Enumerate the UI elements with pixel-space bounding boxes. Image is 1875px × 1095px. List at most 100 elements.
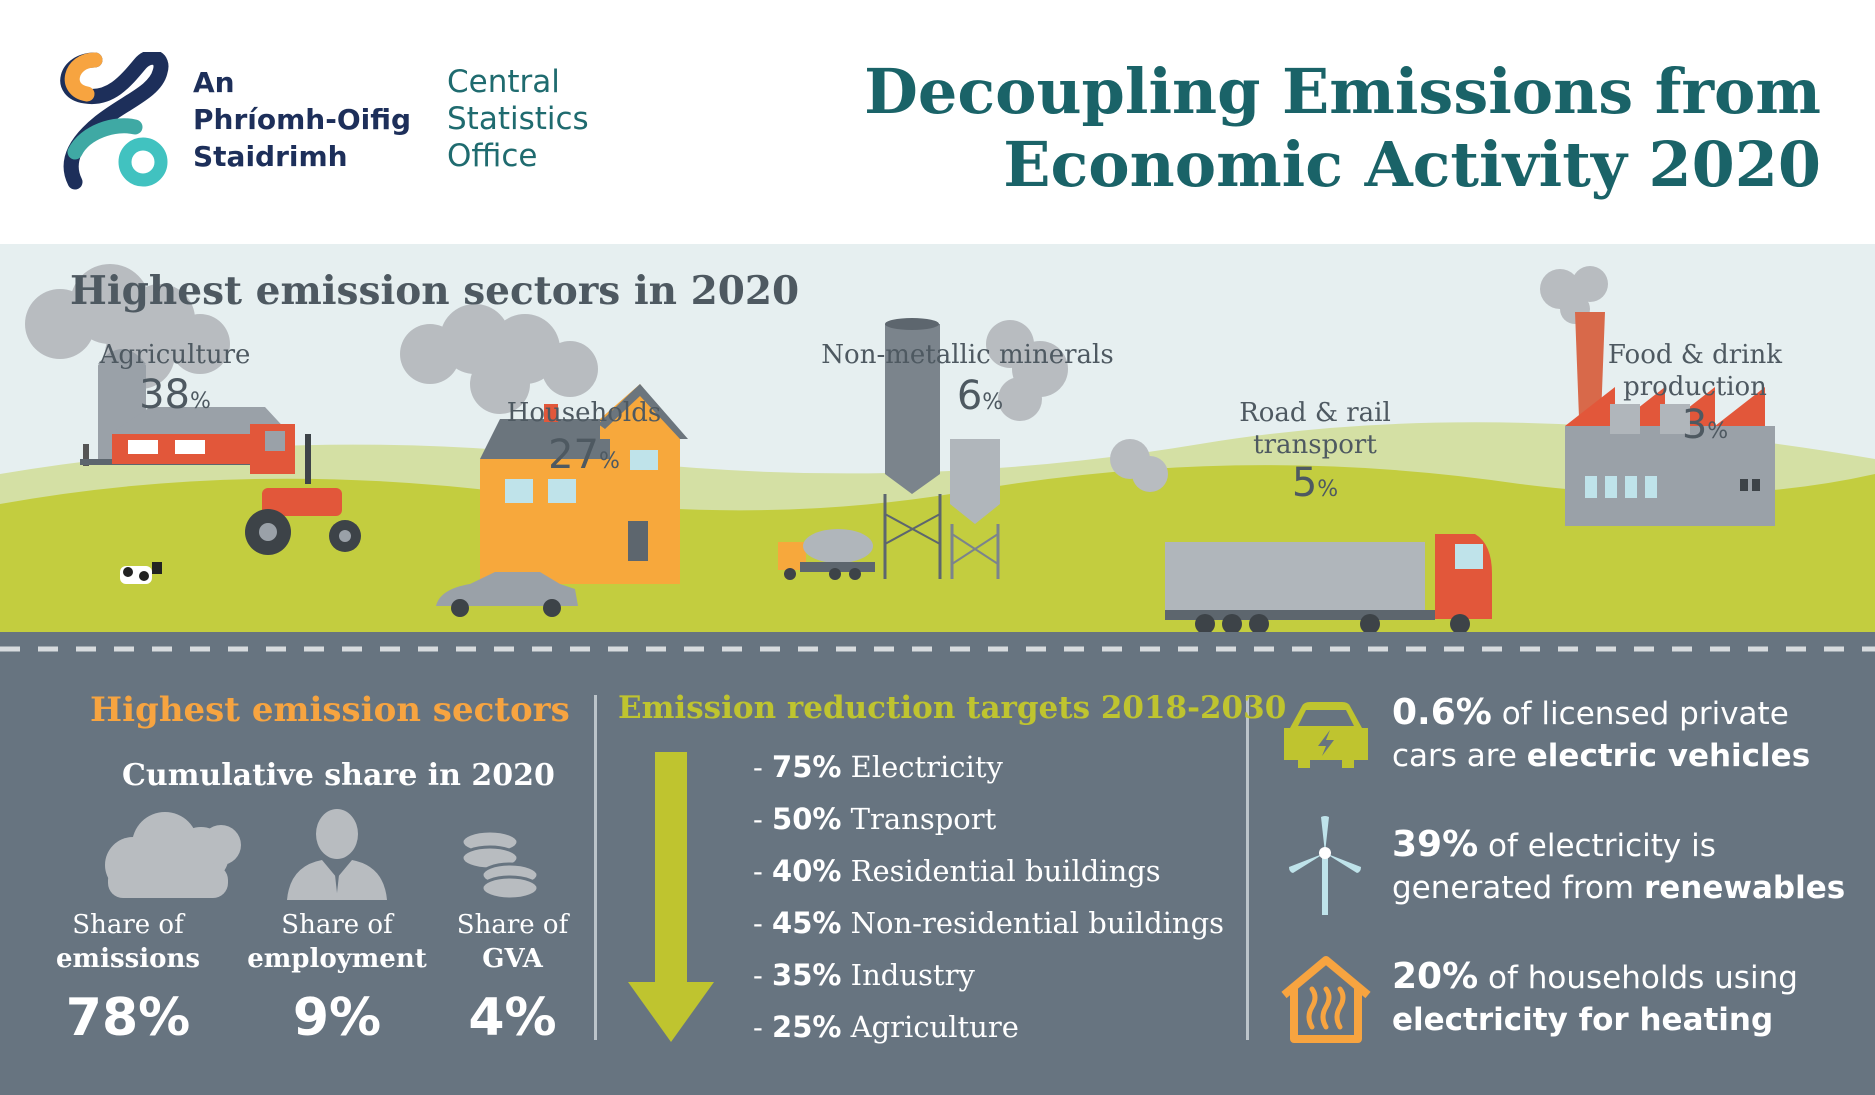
- car-illustration: [436, 572, 578, 617]
- share-value-employment: 9%: [292, 988, 382, 1048]
- target-prefix: -: [753, 802, 773, 836]
- fact-text: cars are: [1392, 738, 1527, 774]
- target-percent: 50%: [772, 802, 842, 836]
- fact-line: 39% of electricity is: [1392, 824, 1845, 867]
- fact-text: of electricity is: [1478, 828, 1716, 864]
- target-percent: 75%: [772, 750, 842, 784]
- target-label: Industry: [841, 958, 975, 992]
- page-title: Decoupling Emissions from Economic Activ…: [864, 55, 1821, 201]
- logo-irish-line: An: [193, 66, 235, 99]
- sector-value-number: 27: [548, 432, 599, 478]
- target-prefix: -: [753, 906, 773, 940]
- target-item: - 40% Residential buildings: [753, 854, 1161, 888]
- smoke-cloud-icon: [986, 320, 1068, 421]
- smoke-cloud-icon: [400, 304, 598, 414]
- cement-silo-illustration: [883, 318, 1000, 579]
- fact-line: electricity for heating: [1392, 999, 1798, 1041]
- sector-value-number: 6: [956, 373, 983, 419]
- heated-house-icon: [1281, 956, 1371, 1043]
- sector-value-unit: %: [1707, 419, 1729, 444]
- share-value-emissions: 78%: [65, 988, 191, 1048]
- share-label-line: Share of: [456, 910, 569, 940]
- logo-irish-line: Phríomh-Oifig: [193, 103, 412, 136]
- share-label-employment: Share of employment: [232, 908, 442, 976]
- target-prefix: -: [753, 854, 773, 888]
- road-dashes: [0, 646, 1875, 652]
- fact-figure: 20%: [1392, 956, 1479, 997]
- sector-value-food-drink: 3%: [1665, 402, 1745, 448]
- coins-icon: [460, 830, 540, 900]
- sector-value-unit: %: [982, 390, 1004, 415]
- sector-value-non-metallic-minerals: 6%: [940, 373, 1020, 419]
- sector-name-line: transport: [1253, 430, 1377, 460]
- fact-line: generated from renewables: [1392, 867, 1845, 909]
- electric-car-icon: [1284, 702, 1368, 768]
- cement-truck-illustration: [778, 529, 875, 580]
- cumulative-subheading: Cumulative share in 2020: [122, 758, 555, 793]
- truck-illustration: [1165, 534, 1492, 632]
- sector-value-road-rail-transport: 5%: [1275, 460, 1355, 506]
- factory-illustration: [1565, 312, 1775, 526]
- target-prefix: -: [753, 1010, 773, 1044]
- target-percent: 35%: [772, 958, 842, 992]
- sector-name-households: Households: [506, 398, 662, 428]
- fact-text: of licensed private: [1491, 696, 1789, 732]
- fact-line: cars are electric vehicles: [1392, 735, 1810, 777]
- fact-figure: 39%: [1392, 824, 1479, 865]
- sector-value-agriculture: 38%: [75, 372, 275, 418]
- target-percent: 25%: [772, 1010, 842, 1044]
- person-icon: [287, 809, 387, 900]
- share-label-line: Share of: [281, 910, 393, 940]
- fact-electric-heating: 20% of households using electricity for …: [1392, 956, 1798, 1041]
- target-prefix: -: [753, 750, 773, 784]
- share-label-line: employment: [247, 944, 427, 974]
- share-label-emissions: Share of emissions: [48, 908, 208, 976]
- target-item: - 50% Transport: [753, 802, 996, 836]
- target-item: - 35% Industry: [753, 958, 975, 992]
- fact-bold-text: electric vehicles: [1526, 738, 1811, 774]
- target-percent: 40%: [772, 854, 842, 888]
- logo-english-line: Central: [447, 64, 560, 100]
- sector-name-line: production: [1623, 372, 1767, 402]
- share-label-line: GVA: [482, 944, 543, 974]
- house-illustration: [480, 384, 688, 584]
- target-percent: 45%: [772, 906, 842, 940]
- down-arrow-icon: [628, 752, 714, 1042]
- fact-line: 20% of households using: [1392, 956, 1798, 999]
- landscape-illustration: [0, 264, 1875, 632]
- smoke-cloud-icon: [25, 264, 230, 389]
- target-label: Transport: [841, 802, 997, 836]
- scene-title: Highest emission sectors in 2020: [70, 268, 800, 314]
- sector-value-number: 3: [1681, 402, 1708, 448]
- target-label: Electricity: [841, 750, 1003, 784]
- logo-irish-line: Staidrimh: [193, 140, 348, 173]
- target-label: Agriculture: [841, 1010, 1019, 1044]
- sector-value-unit: %: [190, 389, 211, 414]
- logo-english-name: Central Statistics Office: [447, 64, 589, 175]
- sector-name-line: Road & rail: [1239, 398, 1391, 428]
- farm-illustration: [80, 349, 361, 584]
- fact-line: 0.6% of licensed private: [1392, 692, 1810, 735]
- share-label-gva: Share of GVA: [445, 908, 580, 976]
- target-prefix: -: [753, 958, 773, 992]
- title-line: Economic Activity 2020: [1003, 128, 1821, 201]
- sector-scene: [0, 244, 1875, 632]
- column-divider: [594, 695, 597, 1040]
- target-label: Residential buildings: [841, 854, 1161, 888]
- logo-irish-name: An Phríomh-Oifig Staidrimh: [193, 64, 411, 175]
- target-label: Non-residential buildings: [841, 906, 1225, 940]
- target-item: - 25% Agriculture: [753, 1010, 1019, 1044]
- smoke-cloud-icon: [1110, 439, 1168, 492]
- logo-english-line: Office: [447, 138, 538, 174]
- wind-turbine-icon: [1289, 816, 1361, 915]
- fact-bold-text: electricity for heating: [1392, 1002, 1774, 1038]
- title-line: Decoupling Emissions from: [864, 55, 1821, 128]
- fact-text: generated from: [1392, 870, 1644, 906]
- fact-bold-text: renewables: [1643, 870, 1846, 906]
- fact-electric-vehicles: 0.6% of licensed private cars are electr…: [1392, 692, 1810, 777]
- target-item: - 45% Non-residential buildings: [753, 906, 1224, 940]
- sector-name-road-rail-transport: Road & rail transport: [1215, 397, 1415, 461]
- sector-name-food-drink: Food & drink production: [1595, 339, 1795, 403]
- column-divider: [1246, 695, 1249, 1040]
